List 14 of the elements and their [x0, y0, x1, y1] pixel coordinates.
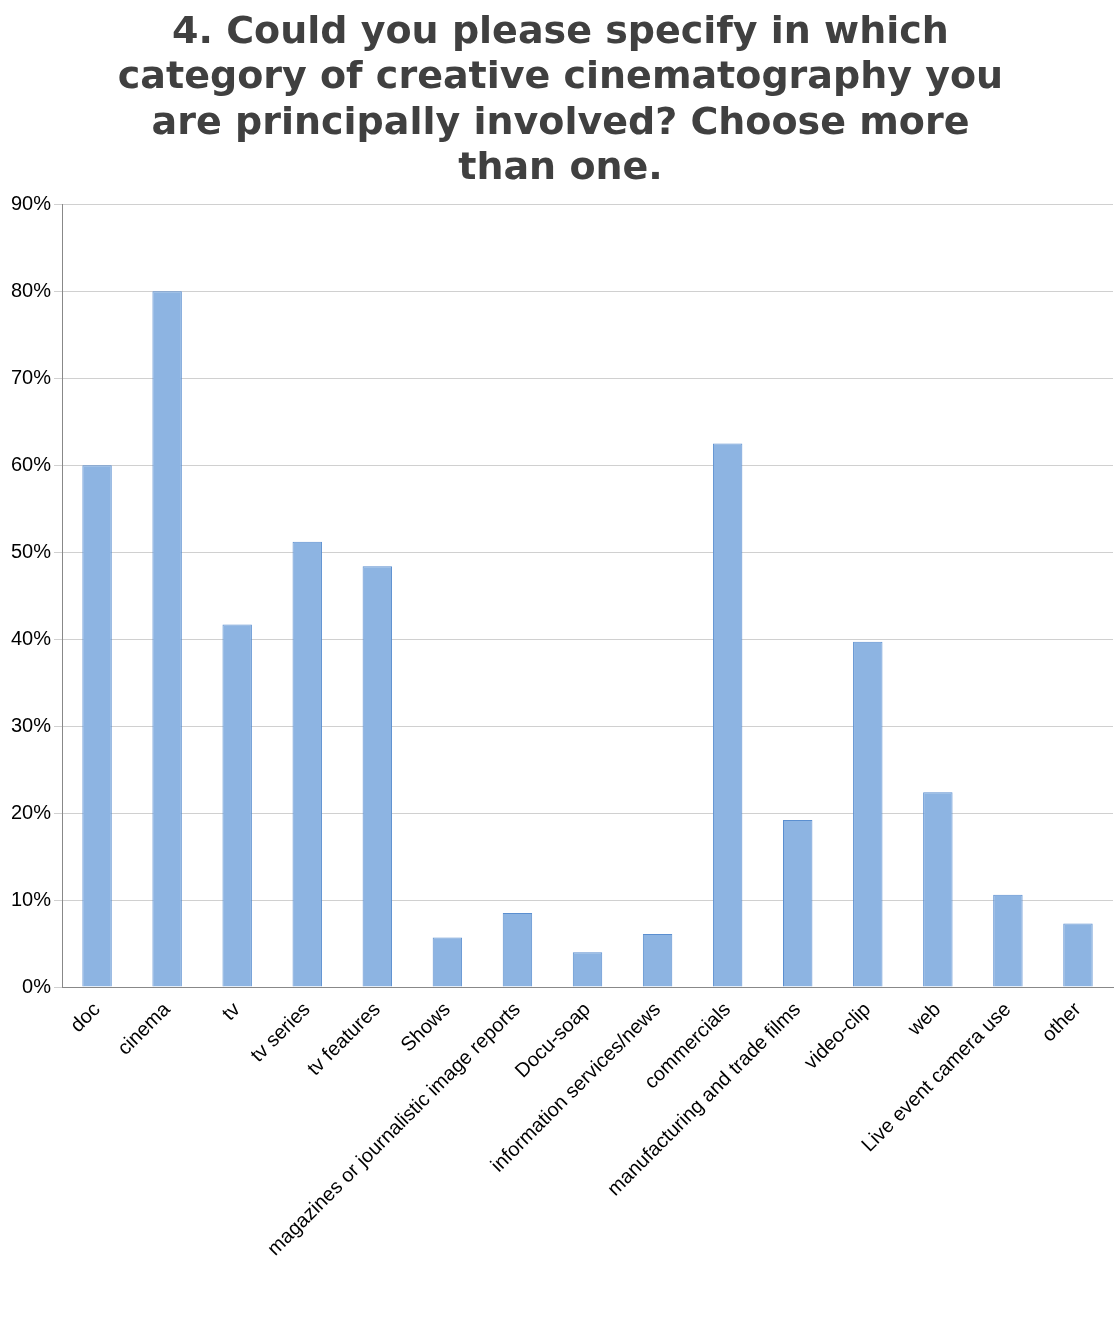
y-tick-label: 70% [11, 365, 52, 388]
y-tick-label: 20% [11, 800, 52, 823]
y-tick-label: 50% [11, 539, 52, 562]
x-tick-label: web [902, 997, 945, 1040]
y-tick-label: 10% [11, 887, 52, 910]
y-tick-label: 0% [22, 974, 52, 997]
y-tick-label: 40% [11, 626, 52, 649]
x-tick-label: doc [65, 997, 104, 1037]
y-tick-label: 90% [11, 191, 52, 214]
y-tick-label: 80% [11, 278, 52, 301]
chart-title: 4. Could you please specify in which category of creative cinematography you are principally involved? Choose more than one. [117, 7, 1004, 189]
x-tick-label: tv [217, 997, 244, 1025]
y-tick-label: 30% [11, 713, 52, 736]
y-tick-label: 60% [11, 452, 52, 475]
